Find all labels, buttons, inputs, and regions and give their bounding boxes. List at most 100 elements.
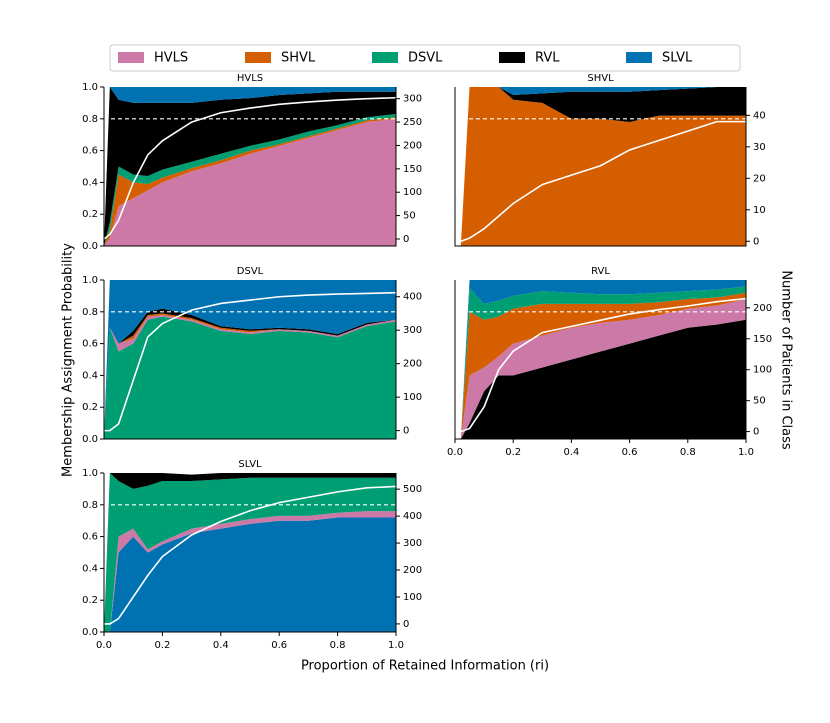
y2-tick-label: 200: [753, 303, 772, 314]
legend-swatch: [372, 52, 398, 63]
y-tick-label: 0.4: [82, 177, 98, 188]
legend-label: RVL: [535, 51, 560, 66]
area-segment: [104, 316, 396, 439]
y2-tick-label: 10: [753, 205, 766, 216]
chart-title: SHVL: [587, 73, 614, 84]
x-tick-label: 0.6: [622, 447, 638, 458]
x-axis-label: Proportion of Retained Information (ri): [301, 659, 549, 674]
count-line: [103, 96, 397, 240]
y2-tick-label: 0: [403, 426, 409, 437]
y2-tick-label: 300: [403, 538, 422, 549]
legend-swatch: [118, 52, 144, 63]
y-tick-label: 0.6: [82, 146, 98, 157]
y2-tick-label: 250: [403, 117, 422, 128]
y2-tick-label: 20: [753, 173, 766, 184]
y-tick-label: 0.8: [82, 114, 98, 125]
area-segment: [455, 292, 746, 439]
y-tick-label: 0.6: [82, 532, 98, 543]
chart-title: DSVL: [237, 266, 264, 277]
legend-swatch: [499, 52, 525, 63]
y2-tick-label: 150: [403, 164, 422, 175]
legend-box: [109, 44, 741, 72]
y2-tick-label: 40: [753, 110, 766, 121]
y2-tick-label: 200: [403, 565, 422, 576]
y2-tick-label: 200: [403, 359, 422, 370]
count-line: [104, 485, 397, 625]
area-segment: [455, 319, 746, 439]
y2-axis-label: Number of Patients in Class: [779, 270, 794, 450]
area-segment: [104, 118, 396, 246]
axis-spines: [454, 87, 747, 247]
y2-tick-label: 0: [753, 236, 759, 247]
y2-tick-label: 500: [403, 484, 422, 495]
axis-spines: [454, 280, 747, 440]
axis-spines: [103, 473, 397, 633]
area-segment: [104, 280, 396, 439]
chart-title: HVLS: [237, 73, 263, 84]
y-tick-label: 0.0: [82, 434, 98, 445]
legend-label: SHVL: [281, 51, 316, 66]
x-tick-label: 0.2: [154, 640, 170, 651]
x-tick-label: 0.6: [271, 640, 287, 651]
y2-tick-label: 150: [753, 334, 772, 345]
y-tick-label: 0.2: [82, 209, 98, 220]
y2-tick-label: 300: [403, 94, 422, 105]
y2-tick-label: 300: [403, 325, 422, 336]
y2-tick-label: 400: [403, 292, 422, 303]
count-line: [104, 291, 397, 432]
y-tick-label: 0.8: [82, 500, 98, 511]
y2-tick-label: 100: [403, 187, 422, 198]
y-tick-label: 1.0: [82, 468, 98, 479]
y-tick-label: 0.4: [82, 563, 98, 574]
y-tick-label: 1.0: [82, 275, 98, 286]
axis-spines: [103, 87, 397, 247]
area-segment: [455, 87, 746, 246]
legend-label: SLVL: [662, 51, 693, 66]
y2-tick-label: 50: [753, 396, 766, 407]
area-segment: [104, 87, 396, 246]
y-tick-label: 0.0: [82, 627, 98, 638]
legend-label: DSVL: [408, 51, 443, 66]
y2-tick-label: 200: [403, 140, 422, 151]
area-segment: [104, 87, 396, 246]
chart-title: RVL: [591, 266, 610, 277]
y2-tick-label: 100: [403, 592, 422, 603]
x-tick-label: 1.0: [388, 640, 404, 651]
y2-tick-label: 100: [753, 365, 772, 376]
area-segment: [104, 473, 396, 632]
area-segment: [455, 280, 746, 439]
y-tick-label: 0.2: [82, 595, 98, 606]
y-tick-label: 0.8: [82, 307, 98, 318]
x-tick-label: 0.0: [96, 640, 112, 651]
y2-tick-label: 50: [403, 211, 416, 222]
y2-tick-label: 0: [403, 619, 409, 630]
x-tick-label: 0.4: [213, 640, 229, 651]
axis-spines: [103, 280, 397, 440]
legend-swatch: [626, 52, 652, 63]
y-tick-label: 0.6: [82, 339, 98, 350]
legend-label: HVLS: [154, 51, 188, 66]
y2-tick-label: 0: [403, 234, 409, 245]
y2-tick-label: 30: [753, 142, 766, 153]
legend-swatch: [245, 52, 271, 63]
y-tick-label: 0.0: [82, 241, 98, 252]
area-segment: [455, 299, 746, 439]
y-tick-label: 1.0: [82, 82, 98, 93]
count-line: [455, 297, 747, 433]
y2-tick-label: 400: [403, 511, 422, 522]
y2-tick-label: 100: [403, 392, 422, 403]
x-tick-label: 1.0: [738, 447, 754, 458]
y-tick-label: 0.2: [82, 402, 98, 413]
chart-title: SLVL: [238, 459, 262, 470]
count-line: [455, 120, 746, 243]
area-segment: [104, 117, 396, 247]
x-tick-label: 0.0: [447, 447, 463, 458]
x-tick-label: 0.2: [505, 447, 521, 458]
x-tick-label: 0.8: [330, 640, 346, 651]
area-segment: [104, 473, 396, 632]
y-axis-label: Membership Assignment Probability: [61, 243, 76, 477]
y-tick-label: 0.4: [82, 370, 98, 381]
x-tick-label: 0.4: [563, 447, 579, 458]
x-tick-label: 0.8: [680, 447, 696, 458]
